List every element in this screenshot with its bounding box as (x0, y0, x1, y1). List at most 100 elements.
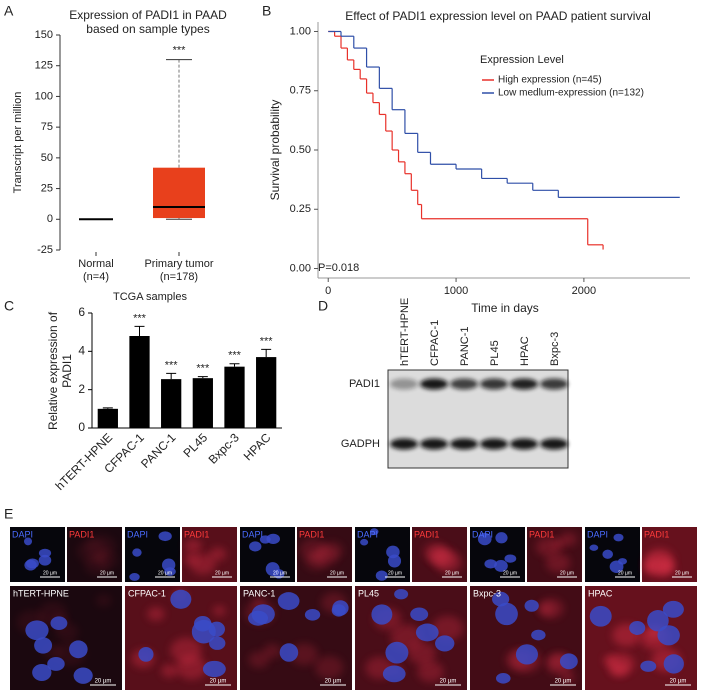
blot-band (390, 438, 418, 450)
cytoplasm (304, 551, 328, 570)
x-tick-label: Primary tumor (n=178) (144, 258, 214, 283)
nucleus (161, 558, 176, 572)
y-tick-label: 75 (41, 121, 53, 133)
cell-line-label: PANC-1 (243, 588, 275, 598)
cytoplasm (161, 664, 178, 678)
legend-label: Low medlum-expression (n=132) (498, 88, 644, 99)
y-tick-label: 6 (78, 305, 85, 319)
blot-row-label: PADI1 (349, 378, 380, 390)
y-tick-label: 100 (35, 90, 53, 102)
nucleus (248, 610, 269, 626)
cytoplasm (609, 662, 628, 677)
y-axis-label: Survival probability (268, 100, 282, 201)
panel-label: C (4, 298, 14, 314)
nucleus (385, 641, 409, 664)
y-tick-label: 125 (35, 60, 53, 72)
nucleus (496, 673, 511, 684)
x-axis-label: Time in days (471, 301, 539, 315)
channel-label: PADI1 (644, 529, 669, 539)
cytoplasm (407, 642, 436, 665)
cytoplasm (213, 605, 226, 616)
blot-band (510, 438, 538, 450)
x-tick-label: HPAC (241, 430, 274, 463)
significance: *** (260, 335, 274, 347)
nucleus (657, 625, 680, 646)
cytoplasm (76, 539, 107, 564)
nucleus (129, 573, 140, 581)
micrograph (10, 527, 65, 582)
nucleus (647, 609, 669, 632)
channel-label: DAPI (472, 529, 493, 539)
nucleus (259, 535, 271, 544)
nucleus (24, 537, 33, 546)
blot-column-label: CFPAC-1 (429, 320, 441, 366)
bar (192, 378, 213, 428)
annotation: P=0.018 (318, 262, 359, 274)
scale-bar-label: 20 µm (560, 570, 574, 576)
nucleus (613, 533, 624, 542)
bar (161, 379, 182, 428)
nucleus (629, 620, 646, 635)
nucleus (410, 607, 429, 622)
cytoplasm (431, 615, 464, 641)
cytoplasm (248, 651, 270, 668)
nucleus (477, 532, 492, 546)
channel-label: PADI1 (299, 529, 324, 539)
nucleus (589, 544, 599, 551)
nucleus (589, 605, 612, 627)
channel-label: PADI1 (414, 529, 439, 539)
y-tick-label: 0.75 (290, 85, 311, 97)
nucleus (32, 663, 52, 682)
scale-bar-label: 20 µm (503, 570, 517, 576)
nucleus (382, 665, 406, 683)
channel-label: PADI1 (529, 529, 554, 539)
nucleus (249, 541, 262, 552)
x-tick-label: Bxpc-3 (206, 430, 243, 467)
blot-band (450, 438, 478, 450)
blot-band (390, 378, 418, 390)
blot-column-label: PANC-1 (459, 326, 471, 366)
bar (224, 366, 245, 428)
error-bar (229, 363, 240, 367)
blot-row-label: GADPH (341, 438, 380, 450)
significance: *** (173, 44, 187, 56)
error-bar (197, 376, 208, 379)
nucleus (495, 602, 518, 626)
blot-membrane (387, 369, 569, 469)
blot-band (420, 438, 448, 450)
bar (129, 336, 150, 428)
legend-label: High expression (n=45) (498, 75, 602, 86)
panel-label: E (4, 506, 13, 522)
cytoplasm (190, 553, 216, 575)
nucleus (504, 554, 517, 563)
scale-bar-label: 20 µm (43, 570, 57, 576)
nucleus (279, 643, 299, 662)
y-tick-label: 0.00 (290, 262, 311, 274)
channel-label: DAPI (242, 529, 263, 539)
panel-label: A (4, 3, 14, 19)
error-bar (102, 407, 113, 409)
scale-bar-label: 20 µm (670, 679, 687, 685)
scale-bar-label: 20 µm (445, 570, 459, 576)
scale-bar-label: 20 µm (95, 679, 112, 685)
nucleus (26, 558, 39, 569)
blot-column-label: PL45 (489, 340, 501, 366)
cytoplasm (184, 539, 202, 554)
blot-column-label: hTERT-HPNE (399, 298, 411, 366)
nucleus (34, 637, 53, 654)
y-tick-label: 0.25 (290, 203, 311, 215)
cytoplasm (170, 637, 202, 663)
x-tick-label: 2000 (572, 285, 596, 297)
nucleus (375, 570, 388, 581)
cytoplasm (209, 547, 227, 561)
cytoplasm (147, 607, 165, 621)
y-tick-label: 50 (41, 152, 53, 164)
nucleus (524, 599, 539, 612)
channel-label: DAPI (12, 529, 33, 539)
blot-band (540, 438, 568, 450)
nucleus (640, 660, 657, 672)
nucleus (515, 644, 538, 665)
blot-column-label: HPAC (519, 336, 531, 366)
nucleus (38, 554, 52, 566)
